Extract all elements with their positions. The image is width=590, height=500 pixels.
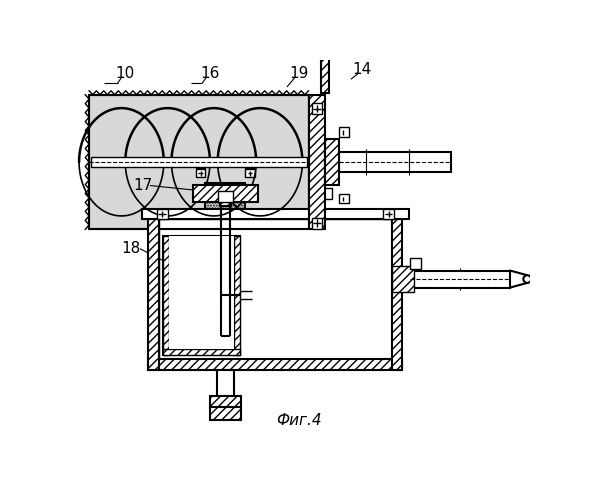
Bar xyxy=(339,152,451,172)
Bar xyxy=(326,139,339,185)
Bar xyxy=(163,236,240,355)
Bar xyxy=(384,210,394,218)
Bar xyxy=(89,94,309,230)
Bar xyxy=(410,258,421,269)
Bar xyxy=(196,170,205,177)
Bar xyxy=(148,359,402,370)
Bar xyxy=(339,194,349,203)
Bar xyxy=(322,188,332,198)
Bar xyxy=(339,128,349,136)
Bar xyxy=(392,220,402,370)
Bar xyxy=(163,349,240,355)
Bar xyxy=(309,94,326,230)
Text: 19: 19 xyxy=(289,66,308,82)
Bar xyxy=(234,236,240,355)
Bar xyxy=(217,370,234,410)
Bar xyxy=(312,218,322,228)
Bar xyxy=(410,270,510,287)
Bar xyxy=(205,183,245,230)
Text: 18: 18 xyxy=(121,241,140,256)
Bar xyxy=(210,406,241,420)
Bar xyxy=(321,58,329,93)
Text: 17: 17 xyxy=(133,178,153,193)
Bar xyxy=(392,266,414,292)
Bar xyxy=(169,236,234,349)
Bar xyxy=(220,202,231,206)
Bar xyxy=(142,208,409,220)
Bar xyxy=(193,184,258,202)
Bar xyxy=(157,210,168,218)
Bar xyxy=(343,158,447,166)
Bar xyxy=(163,236,169,355)
Bar xyxy=(196,160,205,168)
Ellipse shape xyxy=(523,275,531,283)
Text: 10: 10 xyxy=(116,66,135,82)
Text: 14: 14 xyxy=(353,62,372,76)
Bar xyxy=(245,160,255,168)
Bar xyxy=(218,191,233,202)
Bar xyxy=(210,396,241,410)
Bar xyxy=(89,94,309,230)
Bar xyxy=(91,156,307,168)
Bar xyxy=(148,220,159,370)
Text: Фиг.4: Фиг.4 xyxy=(276,413,322,428)
Bar xyxy=(245,170,255,177)
Bar xyxy=(312,103,322,114)
Bar xyxy=(159,220,392,359)
Text: 16: 16 xyxy=(200,66,219,82)
